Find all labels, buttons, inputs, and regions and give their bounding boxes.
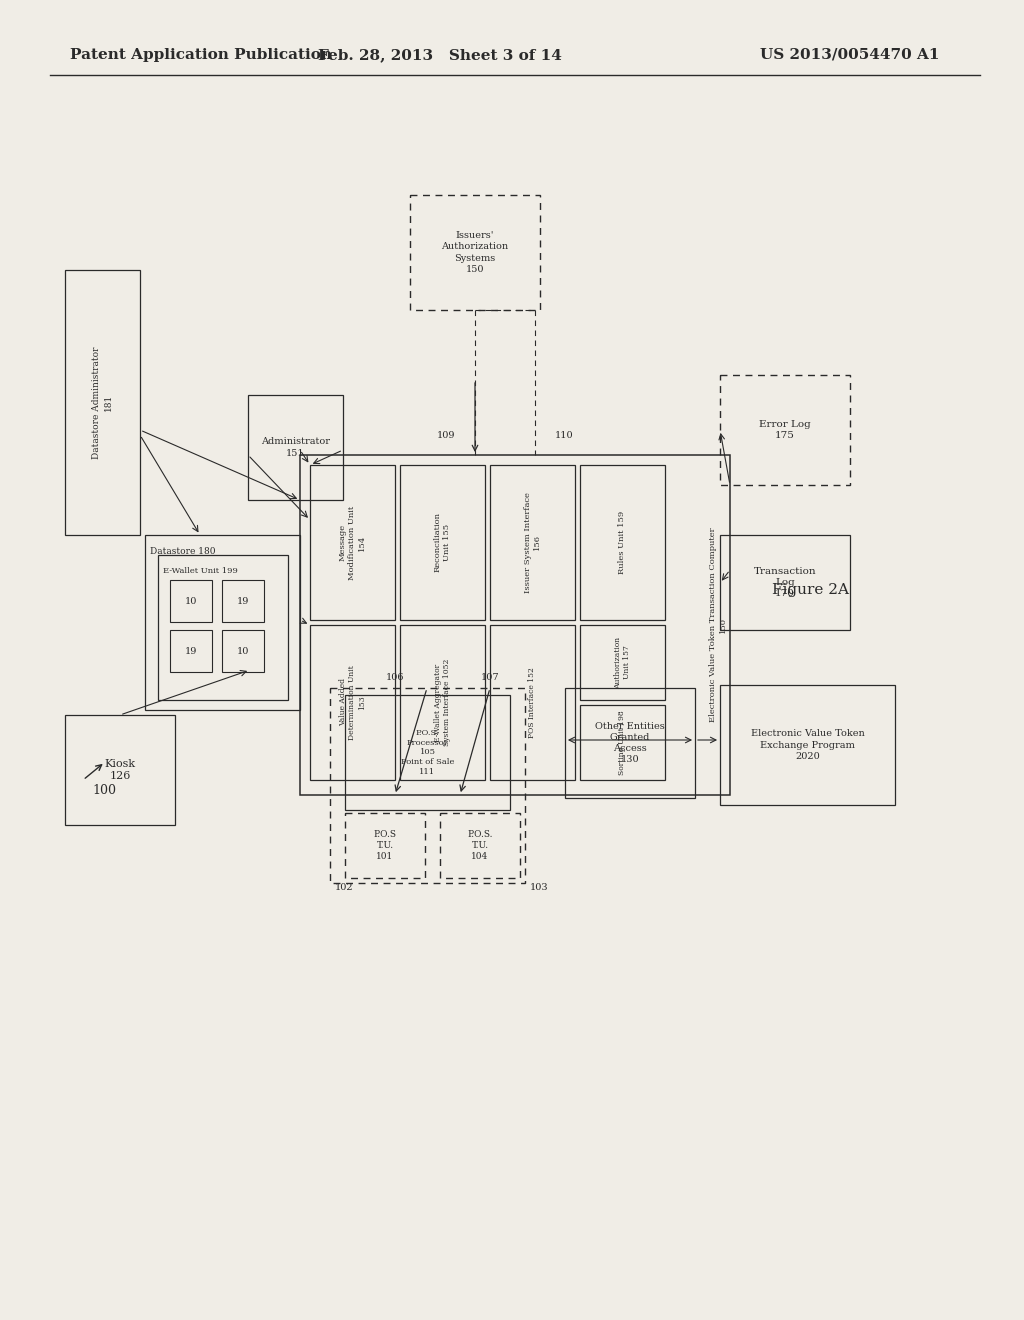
Bar xyxy=(580,465,665,620)
Bar xyxy=(580,705,665,780)
Bar xyxy=(490,465,575,620)
Text: 100: 100 xyxy=(92,784,116,796)
Bar xyxy=(490,624,575,780)
Bar xyxy=(330,688,525,883)
Text: Reconciliation
Unit 155: Reconciliation Unit 155 xyxy=(433,512,452,573)
Text: Sorting Unit 198: Sorting Unit 198 xyxy=(618,710,627,775)
Text: Kiosk
126: Kiosk 126 xyxy=(104,759,135,781)
Text: P.O.S.
Processor
105
Point of Sale
111: P.O.S. Processor 105 Point of Sale 111 xyxy=(400,729,455,776)
Bar xyxy=(565,688,695,799)
Text: Patent Application Publication: Patent Application Publication xyxy=(70,48,332,62)
Bar xyxy=(222,579,264,622)
Bar xyxy=(345,696,510,810)
Text: Transaction
Log
170: Transaction Log 170 xyxy=(754,566,816,598)
Bar xyxy=(145,535,300,710)
Text: 102: 102 xyxy=(335,883,353,892)
Text: 19: 19 xyxy=(184,647,198,656)
Bar xyxy=(300,455,730,795)
Bar xyxy=(170,630,212,672)
Bar xyxy=(248,395,343,500)
Bar xyxy=(440,813,520,878)
Text: 106: 106 xyxy=(386,673,404,682)
Text: Datastore 180: Datastore 180 xyxy=(150,546,215,556)
Text: Electronic Value Token Transaction Computer
150: Electronic Value Token Transaction Compu… xyxy=(709,528,727,722)
Text: Administrator
151: Administrator 151 xyxy=(261,437,330,458)
Text: 19: 19 xyxy=(237,597,249,606)
Bar xyxy=(158,554,288,700)
Bar xyxy=(720,685,895,805)
Text: Feb. 28, 2013   Sheet 3 of 14: Feb. 28, 2013 Sheet 3 of 14 xyxy=(318,48,562,62)
Bar xyxy=(222,630,264,672)
Text: Issuers'
Authorization
Systems
150: Issuers' Authorization Systems 150 xyxy=(441,231,509,273)
Text: Electronic Value Token
Exchange Program
2020: Electronic Value Token Exchange Program … xyxy=(751,730,864,760)
Bar xyxy=(65,715,175,825)
Text: Other Entities
Granted
Access
130: Other Entities Granted Access 130 xyxy=(595,722,665,764)
Bar xyxy=(400,465,485,620)
Text: 109: 109 xyxy=(436,430,455,440)
Text: E-Wallet Unit 199: E-Wallet Unit 199 xyxy=(163,568,238,576)
Text: Error Log
175: Error Log 175 xyxy=(759,420,811,440)
Text: P.O.S
T.U.
101: P.O.S T.U. 101 xyxy=(374,830,396,861)
Text: 110: 110 xyxy=(555,430,573,440)
Bar xyxy=(580,624,665,700)
Bar xyxy=(170,579,212,622)
Text: Datastore Administrator
181: Datastore Administrator 181 xyxy=(92,346,113,459)
Text: US 2013/0054470 A1: US 2013/0054470 A1 xyxy=(761,48,940,62)
Text: 10: 10 xyxy=(237,647,249,656)
Text: P.O.S.
T.U.
104: P.O.S. T.U. 104 xyxy=(467,830,493,861)
Text: Value Added
Determination Unit
153: Value Added Determination Unit 153 xyxy=(339,665,367,741)
Text: 107: 107 xyxy=(480,673,500,682)
Text: 10: 10 xyxy=(184,597,198,606)
Bar xyxy=(310,465,395,620)
Bar xyxy=(720,375,850,484)
Bar xyxy=(310,624,395,780)
Text: Rules Unit 159: Rules Unit 159 xyxy=(618,511,627,574)
Text: 103: 103 xyxy=(530,883,549,892)
Text: Authorization
Unit 157: Authorization Unit 157 xyxy=(613,636,632,689)
Bar xyxy=(410,195,540,310)
Text: Figure 2A: Figure 2A xyxy=(771,583,849,597)
Text: E-Wallet Aggregator
System Interface 1052: E-Wallet Aggregator System Interface 105… xyxy=(433,659,452,746)
Bar xyxy=(720,535,850,630)
Text: Message
Modification Unit
154: Message Modification Unit 154 xyxy=(339,506,367,579)
Bar xyxy=(400,624,485,780)
Text: POS Interface 152: POS Interface 152 xyxy=(528,667,537,738)
Bar xyxy=(345,813,425,878)
Bar xyxy=(65,271,140,535)
Text: Issuer System Interface
156: Issuer System Interface 156 xyxy=(523,492,542,593)
